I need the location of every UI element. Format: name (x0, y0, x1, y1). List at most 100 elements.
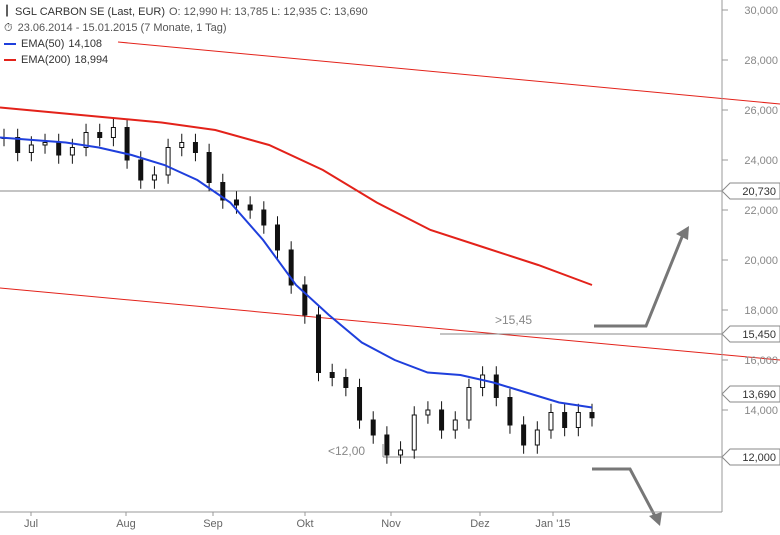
x-tick-label: Dez (470, 518, 490, 530)
annotation-resistance: >15,45 (495, 313, 532, 327)
y-tick-label: 28,000 (744, 55, 778, 67)
y-tick-label: 30,000 (744, 5, 778, 17)
candle-body (411, 414, 417, 451)
candle-body (97, 132, 103, 138)
candle-body (69, 147, 75, 156)
candle-body (220, 182, 226, 201)
price-tag (721, 385, 780, 403)
candle-body (398, 449, 404, 456)
x-tick-label: Nov (381, 518, 401, 530)
candle-icon: ┃ (4, 6, 11, 17)
candle-body (384, 434, 390, 456)
candle-body (15, 137, 21, 153)
trend-channel (0, 41, 780, 361)
candle-body (151, 174, 157, 181)
candle-body (233, 199, 239, 206)
price-tag (721, 448, 780, 466)
annotation-support: <12,00 (328, 444, 365, 458)
up-arrow-head (676, 226, 689, 240)
up-arrow-line (594, 231, 686, 328)
period-text: 23.06.2014 - 15.01.2015 (7 Monate, 1 Tag… (17, 22, 227, 34)
ema200-value: 18,994 (74, 54, 109, 66)
candle-body (357, 387, 363, 421)
candle-body (28, 144, 34, 153)
candle-body (274, 224, 280, 251)
ema-lines (0, 106, 593, 409)
candle-body (329, 372, 335, 378)
candle-body (534, 429, 540, 446)
ema50-swatch (4, 43, 16, 45)
candle-body (110, 127, 116, 138)
candle-body (370, 419, 376, 436)
candle-body (425, 409, 431, 416)
candle-body (343, 377, 349, 388)
y-tick-label: 24,000 (744, 155, 778, 167)
x-tick-label: Aug (116, 518, 136, 530)
candle-body (192, 142, 198, 153)
y-tick-label: 26,000 (744, 105, 778, 117)
ema50-name: EMA(50) (21, 38, 65, 50)
candle-body (206, 152, 212, 183)
candle-body (575, 412, 581, 428)
candle-body (589, 412, 595, 419)
price-tag-label: 15,450 (742, 329, 776, 341)
candle-body (42, 142, 48, 146)
legend-ema200: EMA(200) 18,994 (4, 52, 368, 68)
y-tick-label: 22,000 (744, 205, 778, 217)
price-tag-label: 13,690 (742, 389, 776, 401)
ohlc-text: O: 12,990 H: 13,785 L: 12,935 C: 13,690 (169, 6, 368, 18)
upper-channel-line (117, 41, 780, 105)
y-axis: 30,000 28,000 26,000 24,000 22,000 20,000 18,0… (721, 0, 778, 512)
candle-body (548, 412, 554, 431)
candle-body (562, 412, 568, 428)
projection-arrows (592, 226, 689, 526)
candle-body (493, 374, 499, 398)
down-arrow-head (649, 512, 662, 526)
x-tick-label: Jan '15 (535, 518, 570, 530)
candle-body (83, 132, 89, 148)
x-tick-label: Sep (203, 518, 223, 530)
legend: ┃ SGL CARBON SE (Last, EUR) O: 12,990 H:… (4, 4, 368, 68)
ema50-line (0, 136, 593, 409)
candle-body (302, 284, 308, 316)
y-tick-label: 14,000 (744, 405, 778, 417)
price-tag-label: 20,730 (742, 186, 776, 198)
ema200-name: EMA(200) (21, 54, 71, 66)
candle-body (452, 419, 458, 431)
candle-body (179, 142, 185, 148)
candle-body (138, 159, 144, 181)
ema200-line (0, 106, 593, 286)
legend-period-row: ⏱ 23.06.2014 - 15.01.2015 (7 Monate, 1 T… (4, 20, 368, 36)
candle-body (316, 314, 322, 373)
candle-body (247, 204, 253, 211)
candle-body (56, 142, 62, 156)
candle-body (439, 409, 445, 431)
x-axis: Jul Aug Sep Okt Nov Dez Jan '15 (0, 511, 722, 530)
down-arrow-line (592, 467, 658, 519)
legend-title-row: ┃ SGL CARBON SE (Last, EUR) O: 12,990 H:… (4, 4, 368, 20)
annotations: >15,45 <12,00 (328, 313, 532, 458)
price-tag (721, 182, 780, 200)
x-tick-label: Okt (296, 518, 313, 530)
y-tick-label: 20,000 (744, 255, 778, 267)
candle-body (288, 249, 294, 286)
ema200-swatch (4, 59, 16, 61)
chart-title: SGL CARBON SE (Last, EUR) (15, 6, 165, 18)
x-tick-label: Jul (24, 518, 38, 530)
candle-body (165, 147, 171, 176)
candle-body (261, 209, 267, 226)
support-lines: 20,730 15,450 13,690 12,000 (0, 182, 780, 466)
y-tick-label: 18,000 (744, 305, 778, 317)
lower-channel-line (0, 287, 780, 361)
clock-icon: ⏱ (4, 22, 13, 34)
candle-body (507, 397, 513, 426)
legend-ema50: EMA(50) 14,108 (4, 36, 368, 52)
candles (1, 118, 595, 464)
candle-body (521, 424, 527, 446)
ema50-value: 14,108 (68, 38, 103, 50)
candle-body (124, 127, 130, 161)
price-tag (721, 325, 780, 343)
candle-body (466, 387, 472, 421)
y-tick-label: 16,000 (744, 355, 778, 367)
